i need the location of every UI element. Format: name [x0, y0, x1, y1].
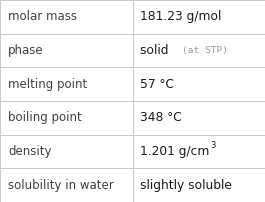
Text: solubility in water: solubility in water [8, 179, 114, 192]
Text: molar mass: molar mass [8, 10, 77, 23]
Text: solid: solid [140, 44, 177, 57]
Text: 348 °C: 348 °C [140, 111, 182, 124]
Text: density: density [8, 145, 51, 158]
Text: 3: 3 [211, 141, 216, 150]
Text: melting point: melting point [8, 78, 87, 91]
Text: slightly soluble: slightly soluble [140, 179, 232, 192]
Text: phase: phase [8, 44, 43, 57]
Text: (at STP): (at STP) [182, 46, 228, 55]
Text: boiling point: boiling point [8, 111, 82, 124]
Text: 57 °C: 57 °C [140, 78, 174, 91]
Text: 1.201 g/cm: 1.201 g/cm [140, 145, 210, 158]
Text: 181.23 g/mol: 181.23 g/mol [140, 10, 222, 23]
